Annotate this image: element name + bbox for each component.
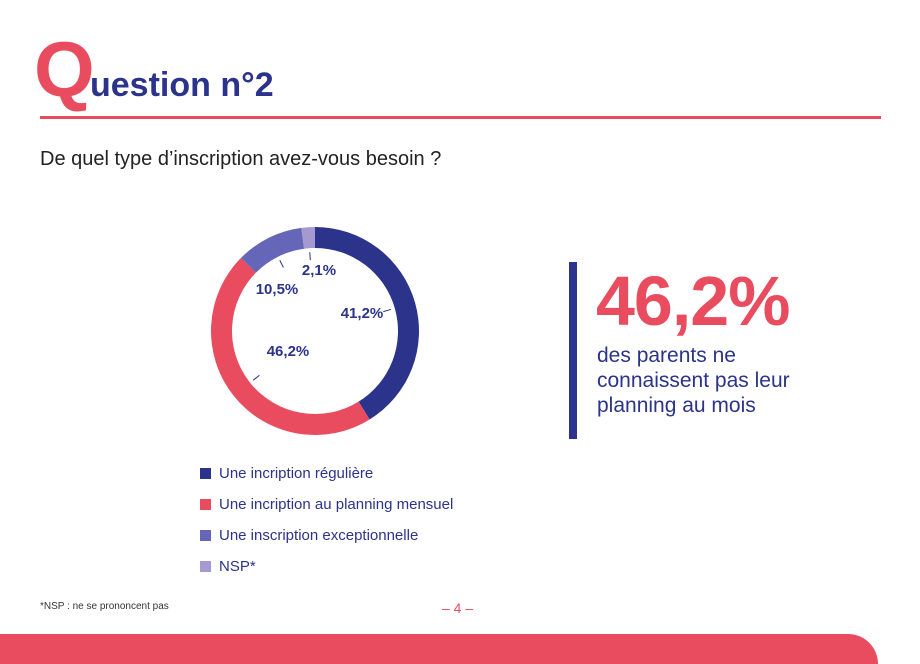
highlight-bar — [569, 262, 577, 439]
leader-line-1 — [383, 308, 392, 313]
page-number: – 4 – — [442, 600, 474, 616]
legend-item-3: Une inscription exceptionnelle — [200, 520, 453, 551]
legend-swatch — [200, 530, 211, 541]
data-label-2: 46,2% — [267, 343, 310, 360]
legend-swatch — [200, 468, 211, 479]
legend-label: Une inscription exceptionnelle — [219, 527, 419, 544]
page-title: uestion n°2 — [90, 66, 274, 104]
legend-label: Une incription régulière — [219, 465, 374, 482]
footnote: *NSP : ne se prononcent pas — [40, 601, 169, 612]
donut-slice-1 — [315, 227, 419, 420]
legend-swatch — [200, 499, 211, 510]
leader-line-2 — [252, 374, 260, 381]
highlight-value: 46,2% — [596, 262, 790, 340]
title-q-letter: Q — [34, 25, 95, 113]
legend-item-4: NSP* — [200, 551, 453, 582]
data-label-3: 10,5% — [256, 281, 299, 298]
leader-line-4 — [309, 252, 311, 261]
title-divider — [40, 116, 881, 119]
data-label-4: 2,1% — [302, 262, 336, 279]
legend-item-2: Une incription au planning mensuel — [200, 489, 453, 520]
legend-swatch — [200, 561, 211, 572]
legend-label: Une incription au planning mensuel — [219, 496, 454, 513]
data-label-1: 41,2% — [341, 305, 384, 322]
legend-label: NSP* — [219, 558, 256, 575]
question-text: De quel type d’inscription avez-vous bes… — [40, 148, 442, 170]
leader-line-3 — [279, 260, 284, 268]
highlight-text: des parents ne connaissent pas leur plan… — [597, 344, 790, 417]
donut-slice-3 — [241, 227, 305, 273]
bottom-band — [0, 634, 878, 664]
donut-slice-4 — [301, 227, 315, 249]
donut-slice-2 — [211, 257, 370, 435]
legend-item-1: Une incription régulière — [200, 458, 453, 489]
chart-legend: Une incription régulière Une incription a… — [200, 458, 453, 582]
